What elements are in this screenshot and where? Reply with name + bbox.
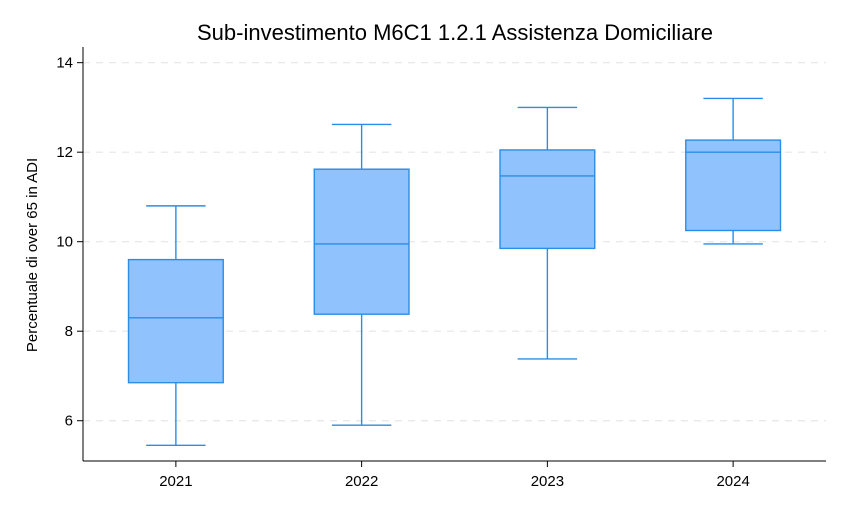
x-ticks: 2021 2022 2023 2024 <box>159 461 750 490</box>
box-2023 <box>499 106 596 360</box>
iqr-box <box>499 149 596 250</box>
y-axis-label: Percentuale di over 65 in ADI <box>24 158 41 352</box>
y-tick-label: 8 <box>65 323 73 340</box>
x-tick-label: 2024 <box>716 473 749 490</box>
axes <box>82 47 826 462</box>
iqr-box <box>685 139 782 232</box>
box-2022 <box>313 123 410 426</box>
chart-title: Sub-investimento M6C1 1.2.1 Assistenza D… <box>197 20 713 45</box>
y-ticks: 6 8 10 12 14 <box>56 55 83 430</box>
x-tick-label: 2022 <box>345 473 378 490</box>
iqr-box <box>313 168 410 315</box>
box-2024 <box>685 97 782 245</box>
x-tick-label: 2023 <box>531 473 564 490</box>
y-tick-label: 6 <box>65 413 73 430</box>
iqr-box <box>127 258 224 384</box>
box-2021 <box>127 205 224 447</box>
y-tick-label: 10 <box>56 234 73 251</box>
x-tick-label: 2021 <box>159 473 192 490</box>
boxes-layer <box>127 97 782 447</box>
y-tick-label: 14 <box>56 55 73 72</box>
y-tick-label: 12 <box>56 144 73 161</box>
